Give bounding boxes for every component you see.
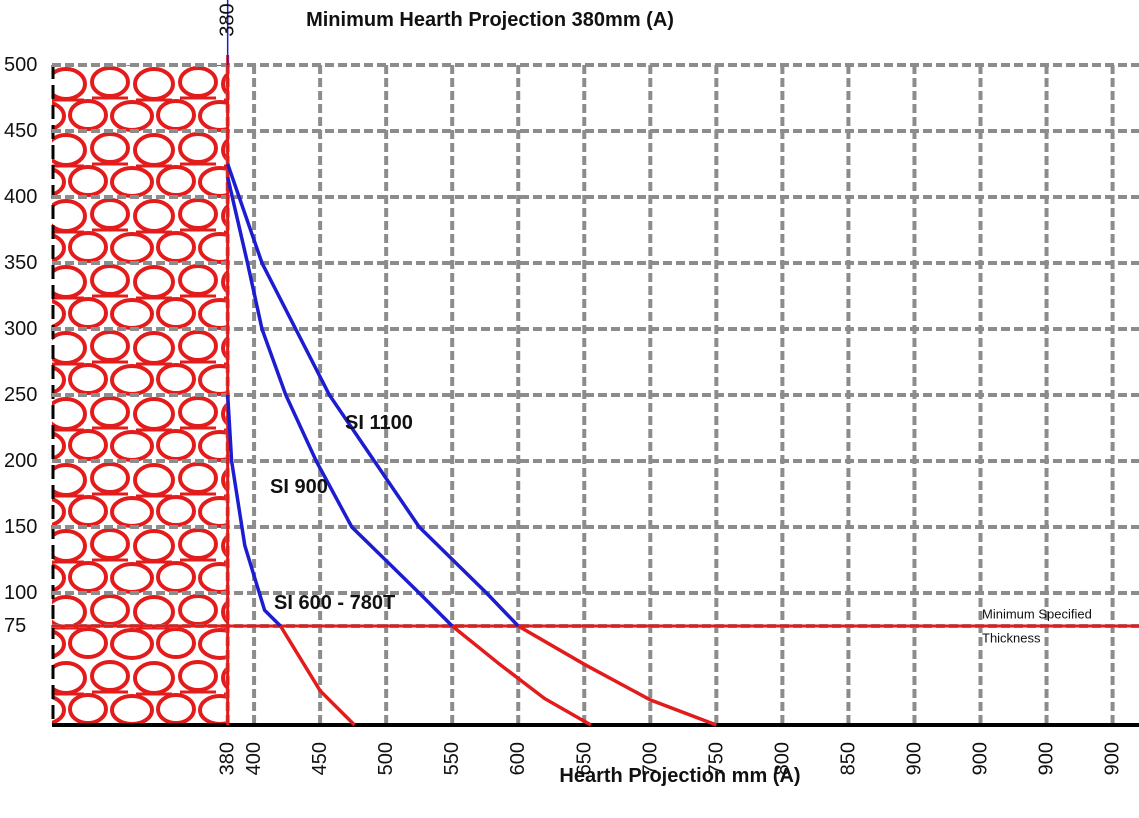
x-tick-label: 650 xyxy=(573,742,595,775)
series-line xyxy=(451,624,592,727)
y-tick-label: 400 xyxy=(4,186,37,208)
series-line xyxy=(517,624,718,727)
x-tick-label: 700 xyxy=(639,742,661,775)
chart-title: Minimum Hearth Projection 380mm (A) xyxy=(306,9,674,31)
x-tick-label: 900 xyxy=(1102,742,1124,775)
y-tick-label: 200 xyxy=(4,450,37,472)
x-tick-label: 500 xyxy=(375,742,397,775)
x-tick-label: 380 xyxy=(217,742,239,775)
y-tick-label: 350 xyxy=(4,252,37,274)
x-tick-label: 800 xyxy=(771,742,793,775)
y-tick-label: 250 xyxy=(4,384,37,406)
y-tick-label: 100 xyxy=(4,582,37,604)
x-tick-label: 900 xyxy=(903,742,925,775)
series-label: SI 900 xyxy=(270,476,328,498)
series-label: SI 1100 xyxy=(345,412,413,434)
y-tick-label: 450 xyxy=(4,120,37,142)
series-line xyxy=(225,394,282,628)
threshold-label: Minimum Specified xyxy=(982,607,1092,622)
x-tick-label: 600 xyxy=(507,742,529,775)
series-line xyxy=(279,625,356,727)
series-line xyxy=(226,163,520,628)
x-tick-label: 550 xyxy=(441,742,463,775)
x-tick-label: 900 xyxy=(970,742,992,775)
x-tick-label: 900 xyxy=(1036,742,1058,775)
y-tick-label: 300 xyxy=(4,318,37,340)
marker-label: 380 xyxy=(217,3,239,36)
threshold-label: Thickness xyxy=(982,631,1041,646)
x-axis-label: Hearth Projection mm (A) xyxy=(559,765,800,787)
x-tick-label: 400 xyxy=(243,742,265,775)
series-label: SI 600 - 780T xyxy=(274,592,395,614)
y-tick-label: 500 xyxy=(4,54,37,76)
x-tick-label: 850 xyxy=(837,742,859,775)
y-tick-label: 75 xyxy=(4,615,26,637)
series-line xyxy=(225,176,454,628)
y-tick-label: 150 xyxy=(4,516,37,538)
x-tick-label: 750 xyxy=(705,742,727,775)
x-tick-label: 450 xyxy=(309,742,331,775)
